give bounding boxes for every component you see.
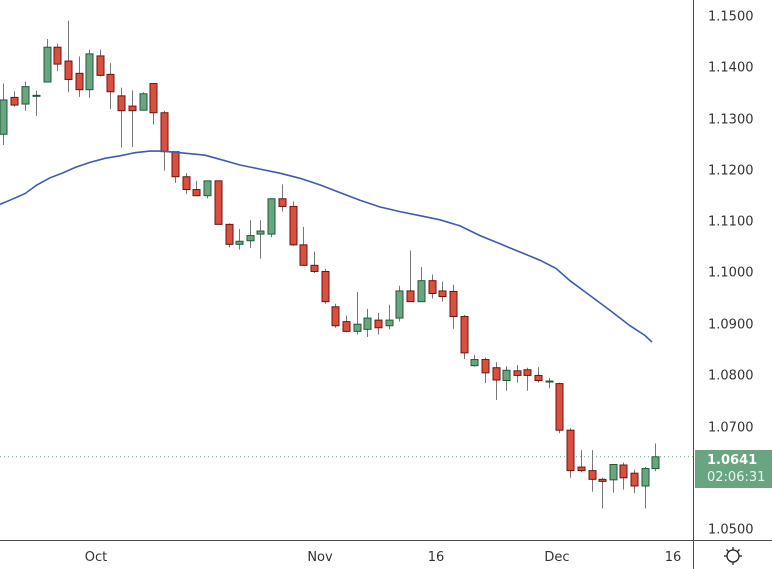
price-tick: 1.0800 <box>708 368 754 384</box>
time-axis[interactable]: Oct Nov 16 Dec 16 <box>0 540 693 569</box>
candle-down[interactable] <box>513 370 522 376</box>
candle-down[interactable] <box>182 176 191 191</box>
moving-average-line <box>0 150 653 343</box>
candle-down[interactable] <box>192 189 201 197</box>
candle-up[interactable] <box>609 463 618 481</box>
candle-up[interactable] <box>641 468 650 487</box>
candle-down[interactable] <box>75 72 84 91</box>
candle-down[interactable] <box>160 112 169 153</box>
price-tick: 1.1200 <box>708 163 754 179</box>
price-axis[interactable]: 1.1500 1.1400 1.1300 1.1200 1.1100 1.100… <box>693 0 772 540</box>
candle-down[interactable] <box>588 470 597 480</box>
time-tick-nov-16: 16 <box>427 550 445 565</box>
candle-up[interactable] <box>470 359 479 367</box>
candle-up[interactable] <box>267 198 276 235</box>
candle-down[interactable] <box>481 359 490 374</box>
price-tick: 1.1000 <box>708 265 754 281</box>
time-tick-dec-16: 16 <box>664 550 682 565</box>
candle-up[interactable] <box>417 280 426 303</box>
chart-settings-button[interactable] <box>693 540 772 569</box>
candle-up[interactable] <box>235 240 244 245</box>
time-tick-oct: Oct <box>84 550 108 565</box>
candle-down[interactable] <box>278 198 287 207</box>
candle-down[interactable] <box>53 46 62 65</box>
candle-up[interactable] <box>139 93 148 111</box>
candle-down[interactable] <box>566 429 575 472</box>
settings-gear-icon <box>724 547 742 565</box>
candle-down[interactable] <box>64 60 73 80</box>
candle-up[interactable] <box>502 369 511 382</box>
candle-down[interactable] <box>438 290 447 298</box>
candle-down[interactable] <box>310 264 319 272</box>
candle-down[interactable] <box>619 464 628 479</box>
candle-down[interactable] <box>106 73 115 93</box>
candle-down[interactable] <box>449 290 458 318</box>
price-tick: 1.0900 <box>708 317 754 333</box>
chart-plot-area[interactable] <box>0 0 693 540</box>
candle-down[interactable] <box>374 319 383 329</box>
candle-down[interactable] <box>117 95 126 112</box>
candle-down[interactable] <box>225 223 234 245</box>
candle-down[interactable] <box>577 466 586 472</box>
candle-down[interactable] <box>555 383 564 431</box>
candle-down[interactable] <box>171 151 180 178</box>
candle-down[interactable] <box>460 316 469 354</box>
candle-up[interactable] <box>363 317 372 330</box>
candle-up[interactable] <box>385 319 394 327</box>
candle-down[interactable] <box>534 374 543 382</box>
candle-up[interactable] <box>32 94 41 97</box>
candle-up[interactable] <box>21 86 30 105</box>
price-tick: 1.1300 <box>708 112 754 128</box>
candle-down[interactable] <box>10 96 19 106</box>
candle-down[interactable] <box>214 180 223 225</box>
candle-up[interactable] <box>203 180 212 197</box>
candle-down[interactable] <box>299 244 308 266</box>
last-price-value: 1.0641 <box>707 453 758 468</box>
candle-down[interactable] <box>523 369 532 376</box>
last-price-badge: 1.0641 02:06:31 <box>695 450 772 488</box>
candle-up[interactable] <box>43 46 52 83</box>
candle-up[interactable] <box>353 323 362 332</box>
candle-up[interactable] <box>0 99 8 135</box>
price-tick: 1.1100 <box>708 214 754 230</box>
candle-down[interactable] <box>630 472 639 487</box>
candle-up[interactable] <box>256 230 265 235</box>
candle-down[interactable] <box>598 478 607 482</box>
bar-countdown: 02:06:31 <box>707 470 766 485</box>
candle-up[interactable] <box>395 290 404 319</box>
time-tick-nov: Nov <box>307 550 333 565</box>
time-tick-dec: Dec <box>544 550 570 565</box>
candle-down[interactable] <box>128 105 137 112</box>
candle-down[interactable] <box>428 280 437 294</box>
candle-down[interactable] <box>331 306 340 327</box>
price-tick: 1.0500 <box>708 522 754 538</box>
price-tick: 1.1500 <box>708 9 754 25</box>
candle-up[interactable] <box>545 380 554 383</box>
candle-down[interactable] <box>406 290 415 303</box>
candle-down[interactable] <box>289 205 298 246</box>
price-tick: 1.0700 <box>708 420 754 436</box>
candle-up[interactable] <box>651 456 660 470</box>
candlestick-chart[interactable] <box>0 0 693 540</box>
price-tick: 1.1400 <box>708 60 754 76</box>
candle-down[interactable] <box>321 270 330 303</box>
candle-down[interactable] <box>492 367 501 381</box>
candle-down[interactable] <box>149 83 158 114</box>
candle-up[interactable] <box>246 235 255 242</box>
candle-down[interactable] <box>96 55 105 76</box>
candle-down[interactable] <box>342 321 351 332</box>
candle-up[interactable] <box>85 53 94 91</box>
